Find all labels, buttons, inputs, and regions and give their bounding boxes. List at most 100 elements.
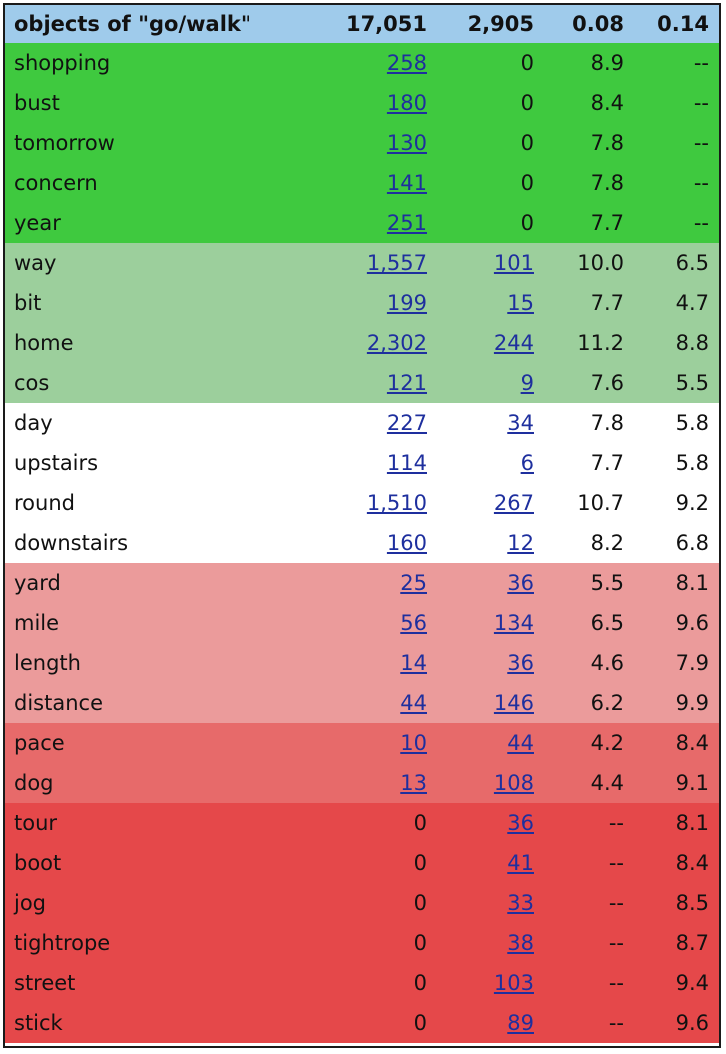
row-c4-score: 8.7 xyxy=(675,931,709,955)
row-c3-score: -- xyxy=(608,811,624,835)
row-c3-score: -- xyxy=(608,851,624,875)
table-body: shopping 258 0 8.9 -- bust 180 0 8.4 -- tomorrow 13… xyxy=(5,43,719,1043)
row-c2-count-link[interactable]: 36 xyxy=(507,811,534,835)
row-c2-count-link[interactable]: 36 xyxy=(507,571,534,595)
row-c1-count-link[interactable]: 114 xyxy=(386,451,427,475)
row-c2-count-link[interactable]: 101 xyxy=(493,251,534,275)
table-row: home 2,302 244 11.2 8.8 xyxy=(5,323,719,363)
row-c1-cell: 0 xyxy=(249,923,435,963)
row-c3-score: 10.7 xyxy=(577,491,624,515)
row-c1-cell: 0 xyxy=(249,843,435,883)
table-row: concern 141 0 7.8 -- xyxy=(5,163,719,203)
table-row: way 1,557 101 10.0 6.5 xyxy=(5,243,719,283)
row-c2-count-link[interactable]: 108 xyxy=(493,771,534,795)
row-c2-count-link[interactable]: 41 xyxy=(507,851,534,875)
row-c2-count-link[interactable]: 15 xyxy=(507,291,534,315)
row-c4-score: 9.1 xyxy=(675,771,709,795)
row-c1-count-link[interactable]: 25 xyxy=(400,571,427,595)
row-word: boot xyxy=(14,851,62,875)
row-c1-cell: 141 xyxy=(249,163,435,203)
table-row: pace 10 44 4.2 8.4 xyxy=(5,723,719,763)
header-col1-total: 17,051 xyxy=(345,12,427,36)
header-col2-total: 2,905 xyxy=(467,12,534,36)
row-c1-count-link[interactable]: 130 xyxy=(386,131,427,155)
table-row: boot 0 41 -- 8.4 xyxy=(5,843,719,883)
row-c1-count-link[interactable]: 251 xyxy=(386,211,427,235)
row-c2-count-link[interactable]: 38 xyxy=(507,931,534,955)
row-c3-score: -- xyxy=(608,971,624,995)
row-c2-cell: 146 xyxy=(435,683,542,723)
row-c2-count-link[interactable]: 33 xyxy=(507,891,534,915)
row-word: stick xyxy=(14,1011,63,1035)
row-c3-score: 8.2 xyxy=(590,531,624,555)
row-c1-cell: 13 xyxy=(249,763,435,803)
row-c1-count: 0 xyxy=(413,811,427,835)
row-c1-count-link[interactable]: 180 xyxy=(386,91,427,115)
row-c1-count-link[interactable]: 2,302 xyxy=(366,331,427,355)
row-c1-count-link[interactable]: 10 xyxy=(400,731,427,755)
row-c2-count-link[interactable]: 103 xyxy=(493,971,534,995)
table-row: yard 25 36 5.5 8.1 xyxy=(5,563,719,603)
row-word: home xyxy=(14,331,74,355)
row-c2-cell: 44 xyxy=(435,723,542,763)
row-c4-score: 6.8 xyxy=(675,531,709,555)
row-c2-cell: 267 xyxy=(435,483,542,523)
row-word: bust xyxy=(14,91,60,115)
table-row: street 0 103 -- 9.4 xyxy=(5,963,719,1003)
row-c2-count-link[interactable]: 244 xyxy=(493,331,534,355)
table-row: bust 180 0 8.4 -- xyxy=(5,83,719,123)
row-c2-count-link[interactable]: 34 xyxy=(507,411,534,435)
row-c1-count-link[interactable]: 121 xyxy=(386,371,427,395)
row-c2-count-link[interactable]: 134 xyxy=(493,611,534,635)
row-c2-count-link[interactable]: 6 xyxy=(520,451,534,475)
row-c4-score: 4.7 xyxy=(675,291,709,315)
collocation-table: objects of "go/walk" 17,051 2,905 0.08 0… xyxy=(5,5,719,1043)
row-c1-count-link[interactable]: 1,510 xyxy=(366,491,427,515)
row-c1-count-link[interactable]: 56 xyxy=(400,611,427,635)
row-c2-count-link[interactable]: 267 xyxy=(493,491,534,515)
row-c2-cell: 89 xyxy=(435,1003,542,1043)
row-c4-score: 9.4 xyxy=(675,971,709,995)
row-c2-count-link[interactable]: 36 xyxy=(507,651,534,675)
row-c3-score: 10.0 xyxy=(577,251,624,275)
row-c1-count-link[interactable]: 44 xyxy=(400,691,427,715)
row-c2-cell: 108 xyxy=(435,763,542,803)
row-c2-cell: 101 xyxy=(435,243,542,283)
row-c1-count-link[interactable]: 160 xyxy=(386,531,427,555)
row-c2-cell: 34 xyxy=(435,403,542,443)
row-c3-score: -- xyxy=(608,891,624,915)
row-c4-score: -- xyxy=(693,51,709,75)
row-c2-count-link[interactable]: 12 xyxy=(507,531,534,555)
row-c1-cell: 199 xyxy=(249,283,435,323)
row-c4-score: -- xyxy=(693,211,709,235)
row-c1-count-link[interactable]: 227 xyxy=(386,411,427,435)
row-word: way xyxy=(14,251,57,275)
row-c2-count-link[interactable]: 89 xyxy=(507,1011,534,1035)
row-c1-count: 0 xyxy=(413,1011,427,1035)
row-c3-score: 7.7 xyxy=(590,211,624,235)
row-word: tightrope xyxy=(14,931,111,955)
row-word: pace xyxy=(14,731,65,755)
row-word: dog xyxy=(14,771,54,795)
row-word: street xyxy=(14,971,76,995)
row-c2-count-link[interactable]: 9 xyxy=(520,371,534,395)
row-c1-count-link[interactable]: 14 xyxy=(400,651,427,675)
table-row: bit 199 15 7.7 4.7 xyxy=(5,283,719,323)
row-c2-count-link[interactable]: 146 xyxy=(493,691,534,715)
row-c1-count-link[interactable]: 1,557 xyxy=(366,251,427,275)
row-c2-cell: 9 xyxy=(435,363,542,403)
row-c1-count-link[interactable]: 258 xyxy=(386,51,427,75)
row-c2-cell: 36 xyxy=(435,563,542,603)
row-c2-cell: 33 xyxy=(435,883,542,923)
row-word: length xyxy=(14,651,81,675)
row-c1-count-link[interactable]: 13 xyxy=(400,771,427,795)
row-c1-cell: 1,557 xyxy=(249,243,435,283)
row-c3-score: 7.8 xyxy=(590,131,624,155)
row-word: concern xyxy=(14,171,98,195)
row-c2-cell: 38 xyxy=(435,923,542,963)
row-c1-cell: 56 xyxy=(249,603,435,643)
row-c1-count-link[interactable]: 199 xyxy=(386,291,427,315)
row-c2-count-link[interactable]: 44 xyxy=(507,731,534,755)
row-c2-cell: 244 xyxy=(435,323,542,363)
row-c1-count-link[interactable]: 141 xyxy=(386,171,427,195)
